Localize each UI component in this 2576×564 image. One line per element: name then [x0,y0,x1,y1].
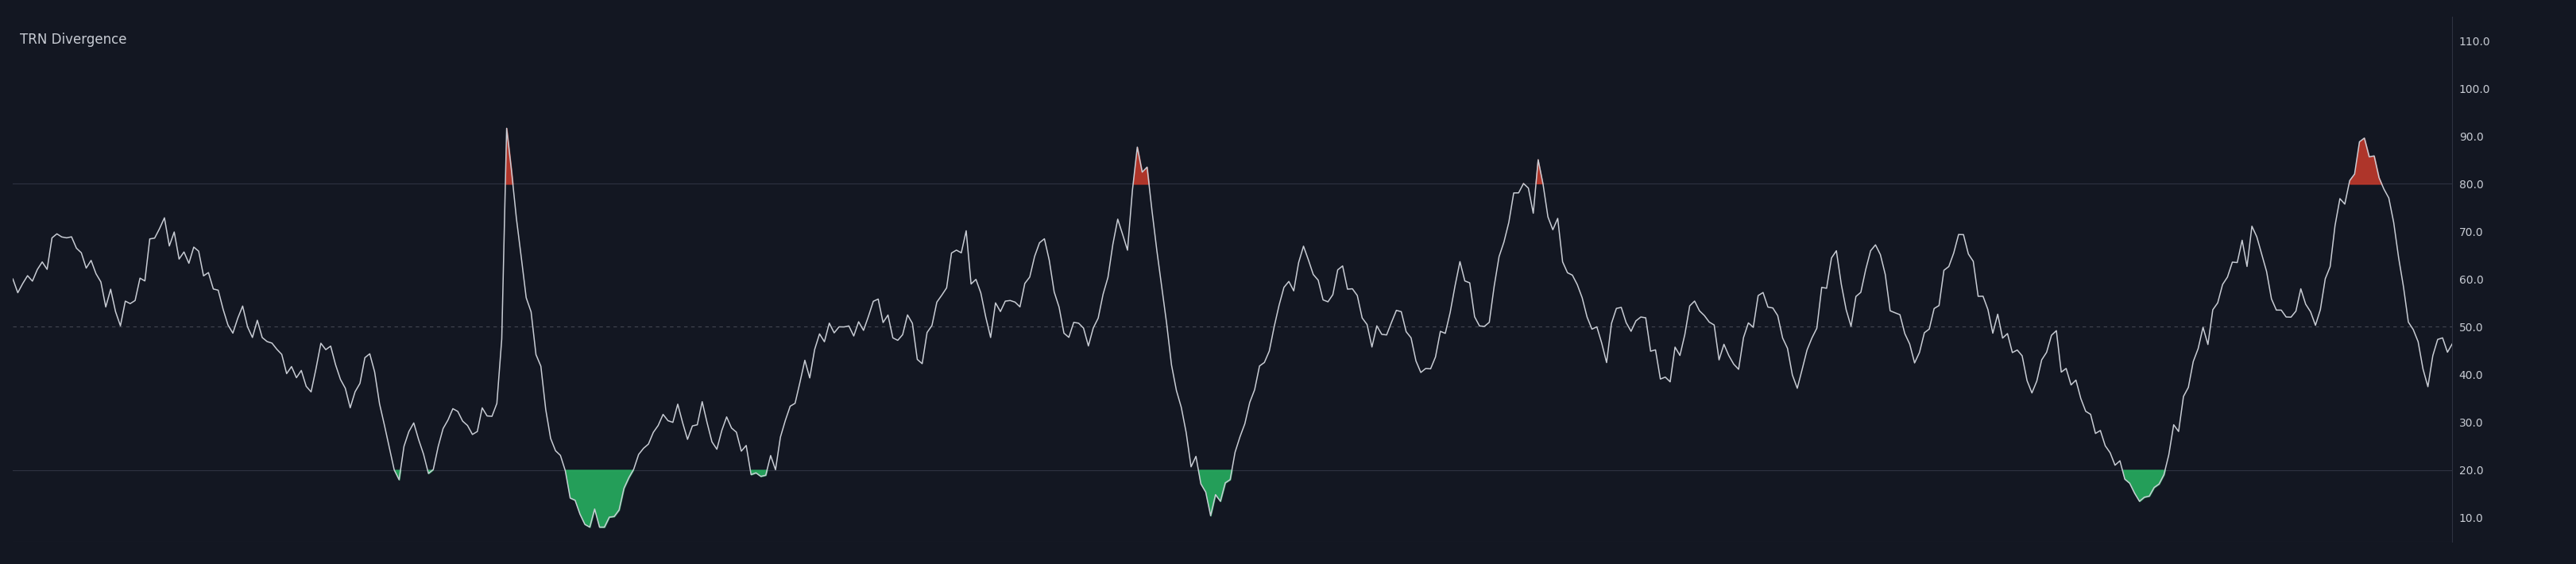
Text: TRN Divergence: TRN Divergence [21,33,126,47]
